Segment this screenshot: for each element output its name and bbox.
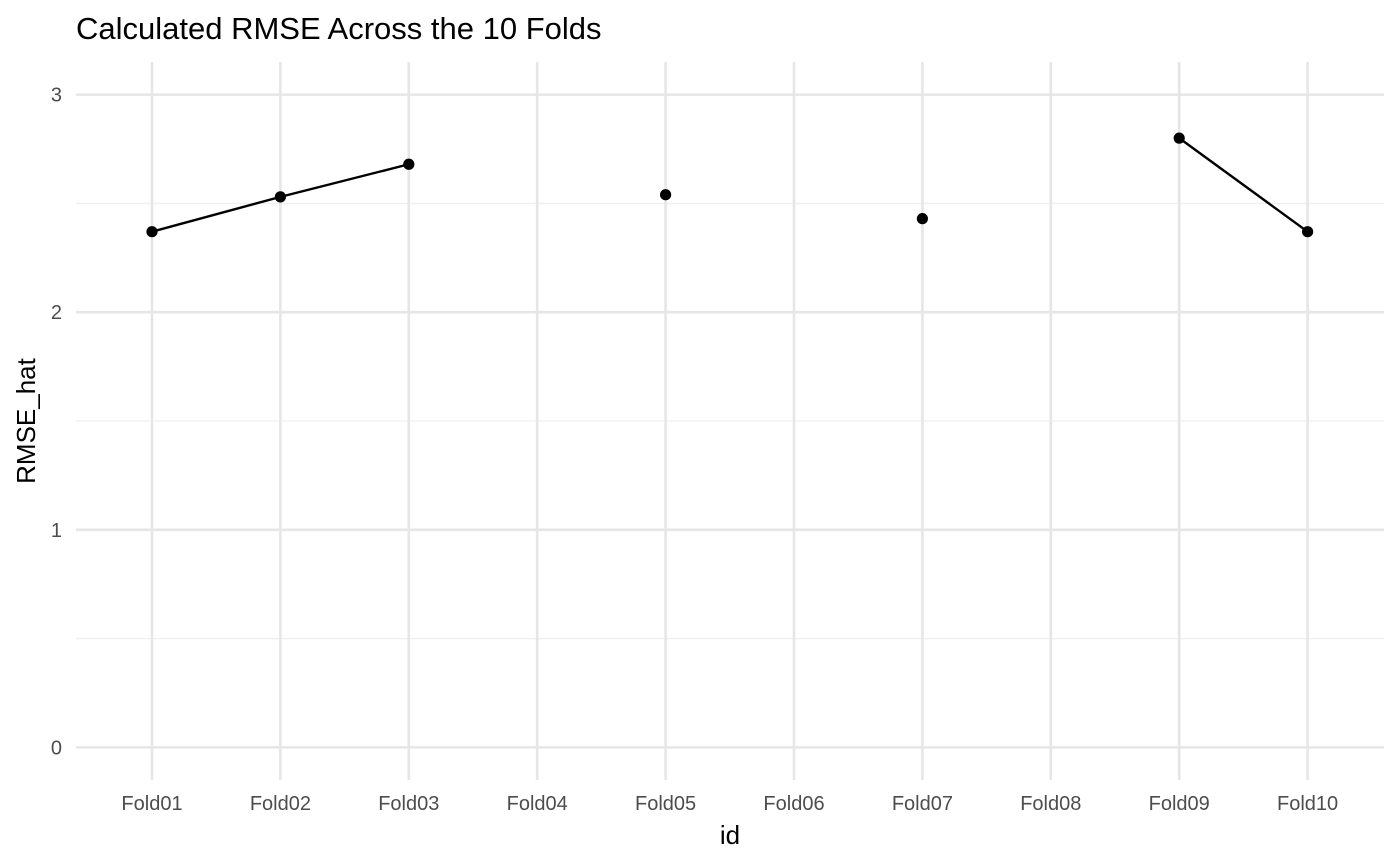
y-axis-title: RMSE_hat: [11, 357, 41, 483]
data-point: [146, 226, 158, 238]
minor-gridlines: [76, 202, 1384, 640]
major-gridlines: [76, 62, 1384, 780]
x-tick-label: Fold09: [1149, 793, 1210, 815]
series-line-segment: [280, 163, 410, 199]
series-line-segment: [1178, 137, 1309, 233]
y-tick-label: 0: [51, 737, 62, 759]
y-tick-label: 1: [51, 520, 62, 542]
chart-title: Calculated RMSE Across the 10 Folds: [76, 11, 602, 46]
x-tick-label: Fold06: [763, 793, 824, 815]
data-point: [1173, 132, 1185, 144]
x-tick-label: Fold04: [507, 793, 568, 815]
series-line-segment: [151, 195, 281, 233]
x-tick-label: Fold10: [1277, 793, 1338, 815]
data-point: [274, 191, 286, 203]
data-point: [403, 158, 415, 170]
series-lines: [151, 137, 1309, 233]
x-tick-label: Fold01: [121, 793, 182, 815]
x-tick-label: Fold05: [635, 793, 696, 815]
data-point: [1302, 226, 1314, 238]
data-point: [660, 189, 672, 201]
x-tick-label: Fold02: [250, 793, 311, 815]
x-tick-label: Fold08: [1020, 793, 1081, 815]
y-tick-labels: 0 1 2 3: [51, 85, 62, 760]
y-tick-label: 2: [51, 302, 62, 324]
x-tick-label: Fold03: [378, 793, 439, 815]
x-axis-title: id: [720, 820, 740, 850]
x-tick-labels: Fold01 Fold02 Fold03 Fold04 Fold05 Fold06 Fold…: [121, 793, 1338, 815]
series-points: [146, 132, 1314, 238]
x-tick-label: Fold07: [892, 793, 953, 815]
data-point: [916, 213, 929, 225]
y-tick-label: 3: [51, 85, 62, 107]
